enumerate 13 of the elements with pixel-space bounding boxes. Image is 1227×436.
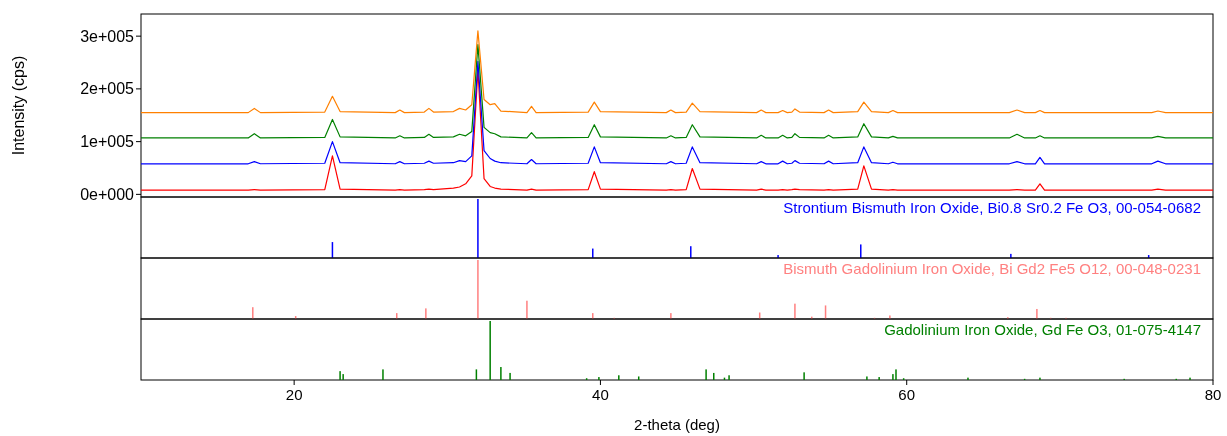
y-axis-title: Intensity (cps) (10, 55, 27, 156)
x-tick-label: 60 (898, 386, 916, 403)
y-tick-label: 3e+005 (80, 27, 135, 45)
x-axis-title: 2-theta (deg) (634, 416, 720, 433)
y-tick-label: 0e+000 (80, 185, 135, 203)
annotation: Bismuth Gadolinium Iron Oxide, Bi Gd2 Fe5 O12, 00-048-0231 (783, 260, 1201, 277)
annotation: Strontium Bismuth Iron Oxide, Bi0.8 Sr0.2 Fe O3, 00-054-0682 (783, 199, 1201, 216)
x-tick-label: 40 (592, 386, 609, 403)
annotation: Gadolinium Iron Oxide, Gd Fe O3, 01-075-4147 (884, 321, 1201, 338)
x-tick-label: 20 (285, 386, 303, 403)
y-tick-label: 1e+005 (80, 133, 135, 151)
y-tick-label: 2e+005 (80, 80, 135, 98)
x-tick-label: 80 (1204, 386, 1222, 403)
